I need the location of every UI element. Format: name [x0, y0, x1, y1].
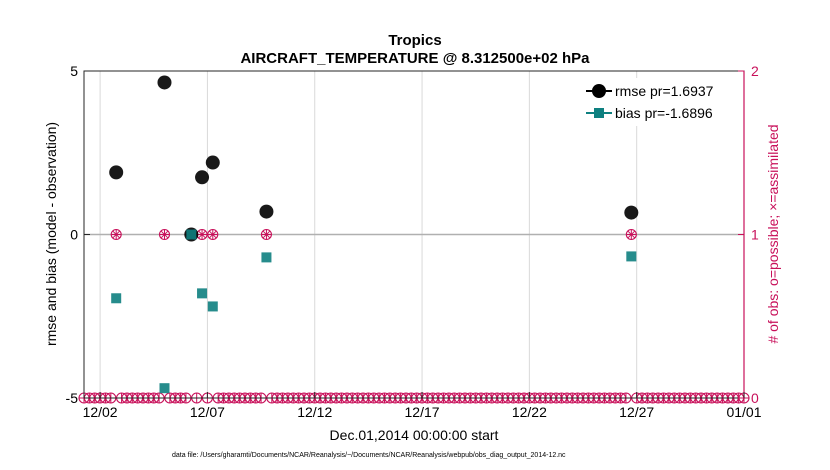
chart-subtitle: AIRCRAFT_TEMPERATURE @ 8.312500e+02 hPa [240, 50, 590, 67]
obs-count-marker [196, 228, 208, 241]
y-tick-label: -5 [66, 390, 79, 406]
x-tick-label: 12/12 [297, 404, 332, 420]
tick-layer: 12/02 12/07 12/12 12/17 12/22 12/27 01/01 5 0 -5 2… [66, 63, 762, 420]
bias-point [111, 293, 122, 304]
y-tick-label: 0 [70, 227, 78, 243]
rmse-point [259, 204, 274, 219]
x-tick-label: 01/01 [726, 404, 761, 420]
legend: rmse pr=1.6937 bias pr=-1.6896 [580, 78, 738, 126]
bias-point [626, 251, 637, 262]
obs-count-marker [625, 228, 637, 241]
rmse-point [195, 170, 210, 185]
y2-tick-label: 2 [751, 63, 759, 79]
obs-count-marker [110, 228, 122, 241]
rmse-point [157, 75, 172, 90]
x-tick-label: 12/07 [190, 404, 225, 420]
y2-tick-label: 1 [751, 227, 759, 243]
x-tick-label: 12/27 [619, 404, 654, 420]
bias-point [159, 383, 170, 394]
y-tick-label: 5 [70, 63, 78, 79]
legend-bias-label: bias pr=-1.6896 [615, 105, 713, 121]
y-axis-label: rmse and bias (model - observation) [43, 122, 59, 346]
data-file-note: data file: /Users/gharamti/Documents/NCA… [172, 452, 566, 459]
x-tick-label: 12/02 [83, 404, 118, 420]
x-axis-label: Dec.01,2014 00:00:00 start [330, 427, 499, 443]
rmse-point [109, 165, 124, 180]
obs-count-marker [207, 228, 219, 241]
chart-title: Tropics [388, 32, 441, 49]
bias-point [197, 288, 208, 299]
legend-rmse-label: rmse pr=1.6937 [615, 83, 714, 99]
legend-bias-marker [594, 108, 604, 118]
legend-rmse-marker [592, 84, 606, 98]
bias-point [261, 252, 272, 263]
x-tick-label: 12/17 [405, 404, 440, 420]
y2-axis-label: # of obs: o=possible; ×=assimilated [765, 124, 781, 343]
y2-tick-label: 0 [751, 390, 759, 406]
legend-box [580, 78, 738, 126]
obs-count-marker [158, 228, 171, 241]
bias-point [186, 229, 197, 240]
bias-point [207, 301, 218, 312]
rmse-point [624, 205, 639, 220]
x-tick-label: 12/22 [512, 404, 547, 420]
data-layer [109, 75, 639, 394]
obs-count-marker [260, 228, 272, 241]
rmse-point [205, 155, 220, 170]
